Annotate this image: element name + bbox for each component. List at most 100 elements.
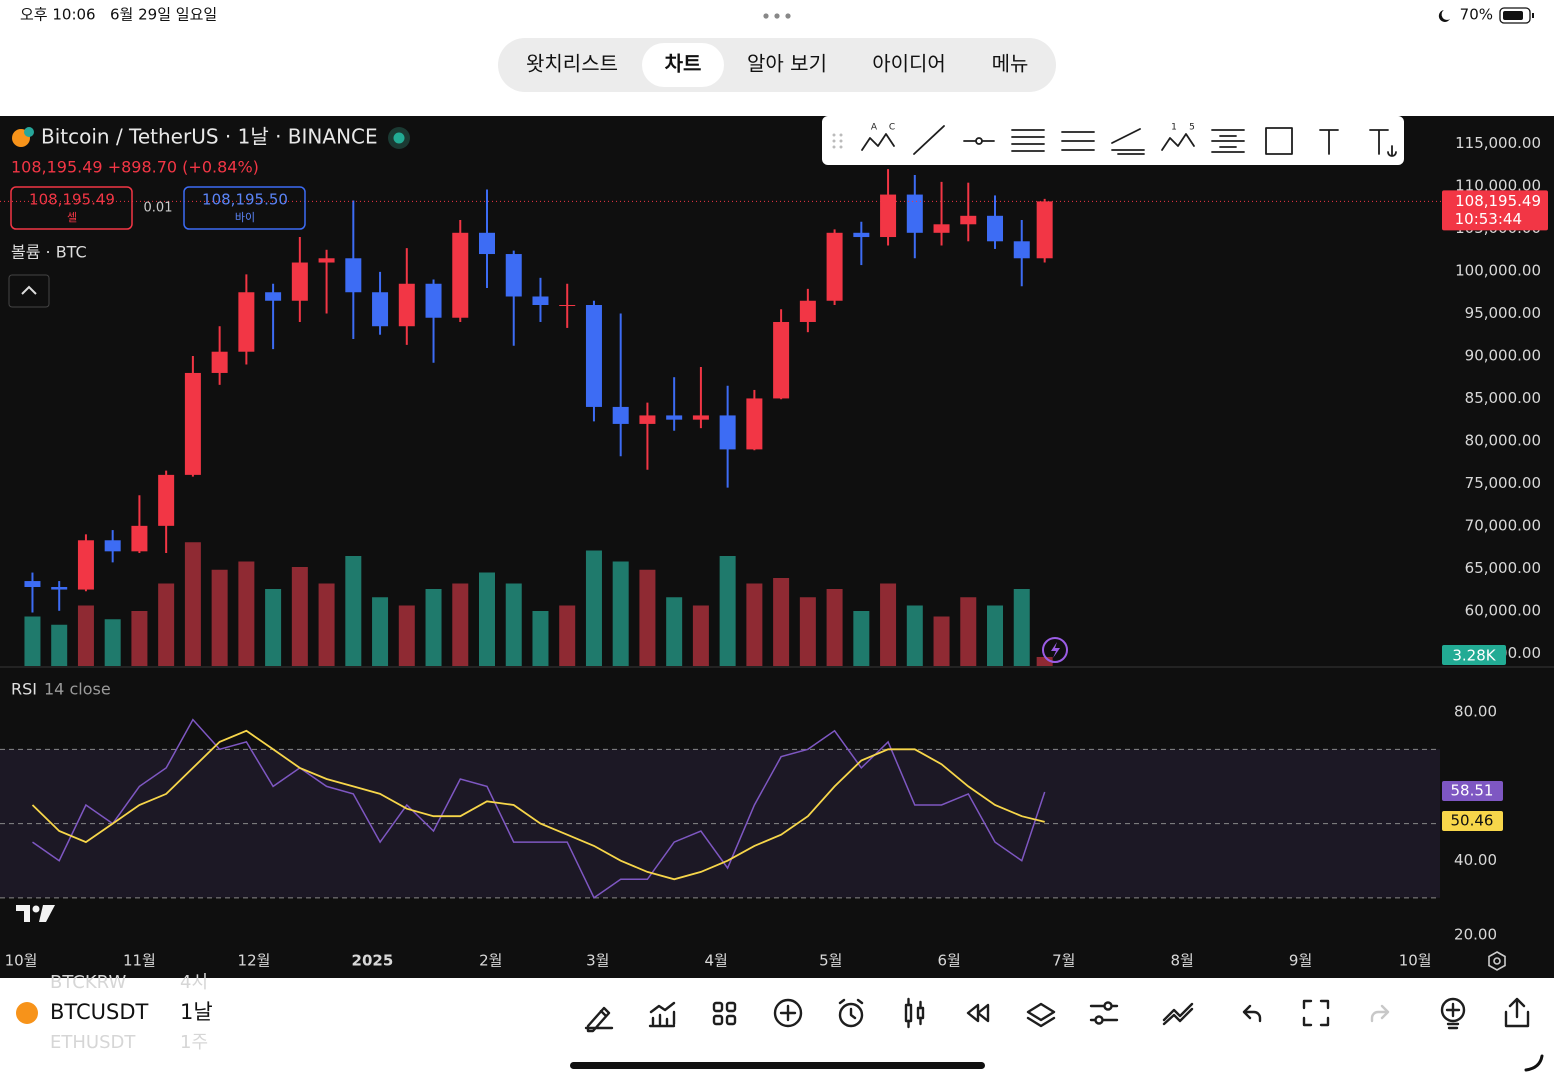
rsi-line (31, 729, 1045, 881)
tool-elliott[interactable] (1161, 133, 1195, 151)
replay-button[interactable] (966, 1003, 990, 1023)
candle-body (853, 232, 870, 238)
tab-bar (498, 38, 1056, 92)
tab-selected-bg (642, 43, 724, 87)
add-button[interactable] (773, 998, 803, 1028)
compare-button[interactable] (1162, 1002, 1194, 1026)
tool-anchored-text[interactable] (1369, 129, 1397, 157)
interval[interactable]: 1날 (180, 1000, 213, 1024)
alert-button[interactable] (1042, 637, 1068, 663)
chart-type-button[interactable] (904, 997, 925, 1029)
candle-body (372, 292, 389, 327)
tab[interactable]: 차트 (665, 52, 702, 76)
tool-trendline[interactable] (913, 125, 945, 155)
x-tick-label: 2월 (479, 952, 502, 970)
candle-body (51, 587, 68, 590)
moon-icon (1438, 10, 1450, 22)
volume-bar (746, 583, 763, 666)
volume-bar (77, 605, 94, 666)
candle-body (692, 415, 709, 420)
quote: 108,195.49 +898.70 (+0.84%) (11, 158, 259, 177)
volume-bar (265, 589, 282, 666)
candle-body (1013, 241, 1030, 259)
volume-bar (318, 583, 335, 666)
collapse-button[interactable] (8, 274, 50, 308)
volume-bar (24, 616, 41, 666)
countdown: 10:53:44 (1455, 210, 1522, 228)
volume-label: 3.28K (1452, 647, 1496, 665)
candle-body (987, 215, 1004, 242)
volume-bar (158, 583, 175, 666)
multitask-dots[interactable] (763, 13, 791, 19)
drag-handle[interactable] (832, 133, 843, 149)
tab[interactable]: 아이디어 (872, 52, 946, 76)
indicators-button[interactable] (648, 1001, 676, 1028)
alert-icon (1051, 642, 1060, 658)
candle-body (425, 283, 442, 318)
candle-body (933, 224, 950, 233)
volume-bar (425, 589, 442, 666)
volume-bar (398, 605, 415, 666)
candle-body (880, 194, 897, 238)
idea-button[interactable] (1440, 997, 1466, 1030)
y-tick-label: 100,000.00 (1455, 262, 1541, 280)
volume-bar (211, 569, 228, 666)
tool-fib[interactable] (1011, 129, 1045, 152)
redo-button[interactable] (1370, 1004, 1390, 1023)
alert-clock-button[interactable] (838, 998, 864, 1028)
x-tick-label: 4월 (705, 952, 728, 970)
templates-button[interactable] (712, 1001, 737, 1026)
tool-text: 1 (1171, 123, 1177, 133)
tool-abcd[interactable] (861, 133, 895, 151)
share-button[interactable] (1504, 997, 1530, 1028)
settings-button[interactable] (1089, 1001, 1119, 1025)
volume-bar (184, 542, 201, 666)
axis-settings[interactable] (1488, 951, 1506, 971)
candle-body (906, 194, 923, 233)
tool-rectangle[interactable] (1265, 127, 1293, 155)
candle-body (211, 351, 228, 373)
x-tick-label: 11월 (123, 952, 156, 970)
tab[interactable]: 알아 보기 (747, 52, 827, 76)
volume-bar (559, 605, 576, 666)
buy-button[interactable] (183, 186, 306, 230)
y-tick-label: 90,000.00 (1465, 346, 1541, 364)
layers-button[interactable] (1026, 1002, 1056, 1028)
undo-button[interactable] (1242, 1004, 1262, 1023)
tool-gann[interactable] (1211, 129, 1245, 153)
tab[interactable]: 왓치리스트 (526, 52, 618, 76)
tool-channel[interactable] (1061, 131, 1095, 151)
volume-bar (479, 572, 496, 666)
collapse-icon (21, 285, 37, 295)
candle-body (960, 215, 977, 225)
bitcoin-icon (16, 1002, 38, 1024)
volume-label-box (1442, 645, 1506, 665)
rsi-y-tick-label: 20.00 (1454, 925, 1497, 943)
tab[interactable]: 메뉴 (992, 52, 1029, 76)
volume-bar (853, 611, 870, 666)
home-indicator (570, 1062, 985, 1069)
fullscreen-button[interactable] (1302, 999, 1330, 1027)
volume-bar (826, 589, 843, 666)
draw-button[interactable] (584, 1006, 614, 1033)
candle-body (719, 415, 736, 450)
chart-area (0, 116, 1554, 978)
candle-body (532, 296, 549, 305)
tether-icon (24, 127, 34, 137)
status-date: 6월 29일 일요일 (110, 6, 217, 24)
rsi-value-label: 50.46 (1451, 812, 1494, 830)
candle-body (184, 372, 201, 475)
volume-bar (51, 624, 68, 666)
rsi-y-tick-label: 80.00 (1454, 703, 1497, 721)
tool-text-tool[interactable] (1319, 129, 1339, 155)
volume-bar (131, 611, 148, 666)
last-price-label: 108,195.49 (1455, 192, 1541, 210)
volume-bar (345, 556, 362, 666)
x-tick-label: 5월 (819, 952, 842, 970)
candle-body (398, 283, 415, 327)
sell-button[interactable] (10, 186, 133, 230)
tool-pitchfork[interactable] (1111, 128, 1145, 155)
candle-body (452, 232, 469, 318)
symbol[interactable]: BTCUSDT (50, 1000, 149, 1024)
